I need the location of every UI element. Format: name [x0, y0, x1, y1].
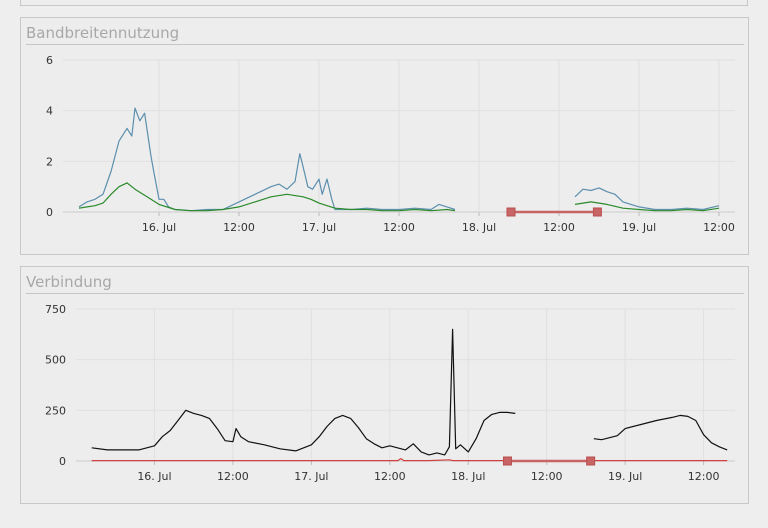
bandwidth-panel: Bandbreitennutzung 0 2 4 6 16. Jul 12:00 17. J… [20, 17, 749, 255]
y-tick-label: 0 [59, 455, 66, 468]
connection-panel-title: Verbindung [26, 272, 744, 294]
x-tick-label: 12:00 [531, 470, 563, 483]
series-line-0 [91, 328, 516, 456]
y-tick-label: 0 [46, 206, 53, 219]
connection-chart: 0 250 500 750 16. Jul 12:00 17. Jul 12:00 18. Ju… [45, 303, 735, 483]
outage-marker [586, 456, 596, 466]
outage-marker [506, 207, 516, 217]
bandwidth-chart: 0 2 4 6 16. Jul 12:00 17. Jul 12:00 18. Jul 12:00… [46, 54, 735, 234]
series-line-0 [593, 414, 728, 451]
series-line-0 [574, 187, 720, 211]
y-tick-label: 250 [45, 404, 66, 417]
x-tick-label: 16. Jul [137, 470, 171, 483]
x-tick-label: 16. Jul [142, 221, 176, 234]
connection-panel: Verbindung 0 250 500 750 16. Jul 12:00 17. Jul… [20, 266, 749, 504]
x-tick-label: 12:00 [374, 470, 406, 483]
y-tick-label: 4 [46, 105, 53, 118]
x-tick-label: 12:00 [688, 470, 720, 483]
x-tick-label: 19. Jul [622, 221, 656, 234]
x-tick-label: 12:00 [217, 470, 249, 483]
y-tick-label: 6 [46, 54, 53, 67]
x-tick-label: 18. Jul [462, 221, 496, 234]
x-tick-label: 12:00 [223, 221, 255, 234]
series-line-1 [574, 201, 720, 212]
bandwidth-panel-title: Bandbreitennutzung [26, 23, 744, 45]
x-tick-label: 18. Jul [451, 470, 485, 483]
outage-marker [592, 207, 602, 217]
outage-marker [502, 456, 512, 466]
series-line-0 [78, 107, 456, 212]
series-line-1 [78, 182, 456, 212]
x-tick-label: 19. Jul [608, 470, 642, 483]
y-tick-label: 500 [45, 354, 66, 367]
x-tick-label: 17. Jul [294, 470, 328, 483]
x-tick-label: 12:00 [383, 221, 415, 234]
previous-panel-edge [20, 0, 748, 6]
series-line-1 [91, 458, 516, 462]
x-tick-label: 12:00 [543, 221, 575, 234]
y-tick-label: 2 [46, 155, 53, 168]
x-tick-label: 17. Jul [302, 221, 336, 234]
x-tick-label: 12:00 [703, 221, 735, 234]
y-tick-label: 750 [45, 303, 66, 316]
